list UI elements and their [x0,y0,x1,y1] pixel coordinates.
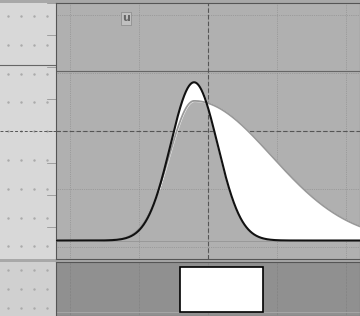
Text: u: u [122,13,130,23]
Bar [180,267,263,312]
